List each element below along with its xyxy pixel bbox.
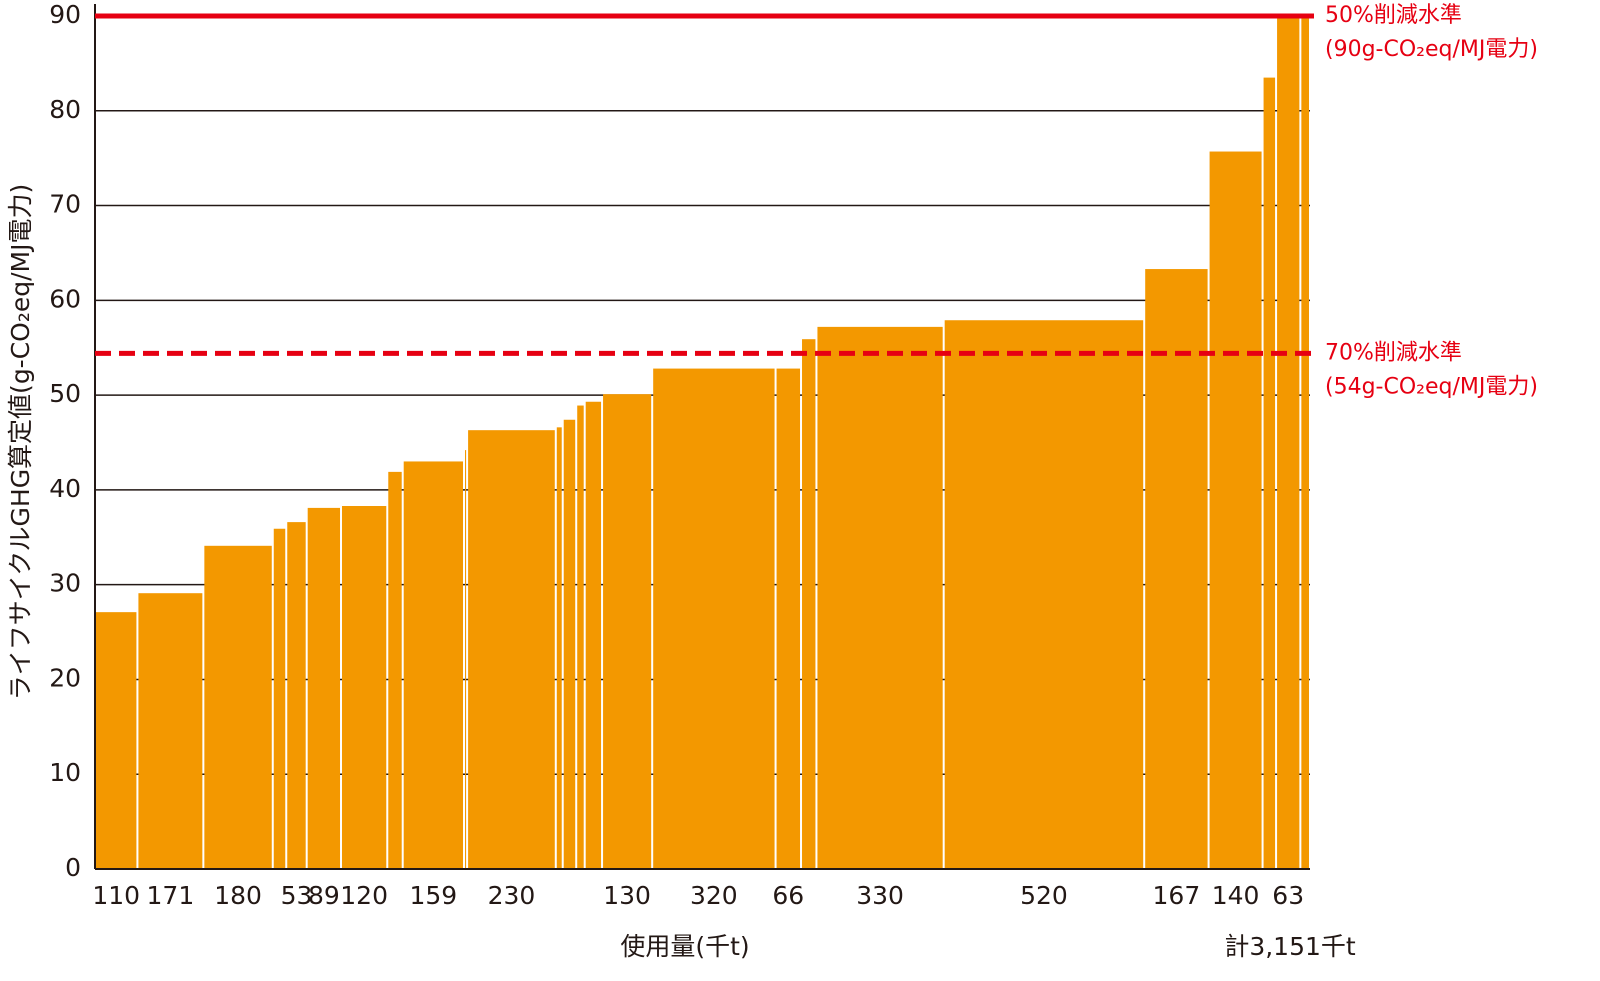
x-tick-label: 159	[409, 881, 457, 910]
bar	[563, 419, 576, 869]
total-label: 計3,151千t	[1224, 932, 1356, 961]
x-tick-label: 53	[281, 881, 313, 910]
x-tick-label: 520	[1020, 881, 1068, 910]
bar	[138, 593, 203, 869]
bar	[468, 430, 555, 869]
x-tick-label: 130	[603, 881, 651, 910]
bar	[1301, 16, 1309, 869]
bar	[403, 461, 464, 869]
y-tick-label: 20	[49, 663, 81, 692]
bar	[1145, 269, 1208, 870]
x-tick-label: 120	[340, 881, 388, 910]
bar	[585, 401, 602, 869]
x-tick-label: 89	[308, 881, 340, 910]
y-axis-title: ライフサイクルGHG算定値(g-CO₂eq/MJ電力)	[6, 184, 35, 700]
bar	[944, 320, 1144, 869]
y-tick-label: 30	[49, 569, 81, 598]
x-tick-label: 167	[1153, 881, 1201, 910]
y-tick-label: 60	[49, 284, 81, 313]
bar	[273, 528, 286, 869]
x-tick-label: 140	[1212, 881, 1260, 910]
bar	[603, 394, 652, 869]
bar	[577, 405, 584, 869]
bar	[802, 339, 816, 869]
reference-label: (90g-CO₂eq/MJ電力)	[1325, 37, 1538, 62]
x-axis-title: 使用量(千t)	[620, 932, 749, 961]
reference-label: 50%削減水準	[1325, 3, 1462, 28]
y-tick-label: 40	[49, 474, 81, 503]
bar	[1209, 151, 1262, 869]
x-tick-label: 180	[214, 881, 262, 910]
bar	[556, 427, 562, 869]
x-tick-label: 110	[92, 881, 140, 910]
bar	[287, 522, 306, 869]
bar	[653, 368, 775, 869]
bar	[204, 545, 272, 869]
x-tick-label: 330	[856, 881, 904, 910]
x-tick-label: 66	[772, 881, 804, 910]
x-tick-label: 63	[1272, 881, 1304, 910]
bar	[307, 507, 341, 869]
y-tick-label: 70	[49, 190, 81, 219]
x-tick-label: 320	[690, 881, 738, 910]
y-tick-label: 10	[49, 758, 81, 787]
bar	[388, 471, 402, 869]
reference-label: 70%削減水準	[1325, 340, 1462, 365]
x-tick-label: 230	[488, 881, 536, 910]
y-tick-label: 80	[49, 95, 81, 124]
bar	[817, 326, 943, 870]
bar	[1277, 16, 1300, 869]
y-tick-label: 50	[49, 379, 81, 408]
y-tick-label: 0	[65, 853, 81, 882]
bar	[776, 368, 801, 869]
reference-label: (54g-CO₂eq/MJ電力)	[1325, 374, 1538, 399]
x-tick-label: 171	[147, 881, 195, 910]
bar	[96, 612, 137, 869]
y-tick-label: 90	[49, 0, 81, 29]
bar	[465, 450, 467, 869]
bar	[1263, 77, 1276, 870]
bar	[342, 506, 387, 869]
